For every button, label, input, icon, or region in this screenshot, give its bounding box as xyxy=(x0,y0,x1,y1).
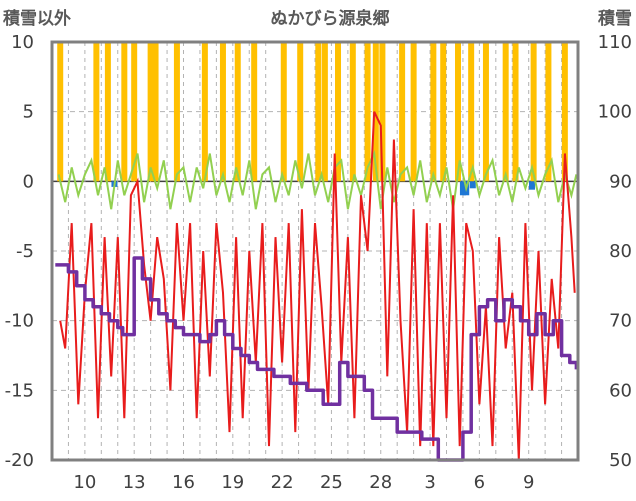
sunshine-bar xyxy=(315,42,322,182)
x-tick-label: 28 xyxy=(369,472,392,493)
sunshine-bar xyxy=(502,42,509,182)
sunshine-bar xyxy=(152,42,159,182)
sunshine-bar xyxy=(430,42,437,182)
sunshine-bar xyxy=(349,42,356,182)
sunshine-bar xyxy=(251,42,258,182)
sunshine-bar xyxy=(482,42,489,182)
x-tick-label: 19 xyxy=(221,472,244,493)
sunshine-bar xyxy=(93,42,100,182)
sunshine-bar xyxy=(372,42,379,182)
left-tick-label: 10 xyxy=(11,32,34,53)
left-tick-label: 5 xyxy=(23,102,34,123)
x-tick-label: 22 xyxy=(271,472,294,493)
sunshine-bar xyxy=(147,42,154,182)
title-group: 積雪以外 ぬかびら源泉郷 積雪 xyxy=(3,8,632,29)
chart-title: ぬかびら源泉郷 xyxy=(271,8,390,29)
right-tick-label: 90 xyxy=(609,171,632,192)
precip-bar xyxy=(469,181,476,189)
plot-frame xyxy=(50,40,580,462)
sunshine-bar xyxy=(455,42,462,182)
sunshine-bar xyxy=(545,42,552,182)
sunshine-bar xyxy=(440,42,447,182)
temp-change-line xyxy=(57,149,578,210)
sunshine-bar xyxy=(234,42,241,182)
left-tick-label: -15 xyxy=(5,380,34,401)
left-axis-title: 積雪以外 xyxy=(3,8,71,29)
right-tick-label: 50 xyxy=(609,450,632,471)
sunshine-bar xyxy=(219,42,226,182)
sunshine-bar xyxy=(280,42,287,182)
plot-area xyxy=(55,42,579,462)
x-tick-label: 9 xyxy=(523,472,534,493)
precip-bar xyxy=(459,181,466,196)
sunshine-bar xyxy=(57,42,64,182)
x-tick-label: 16 xyxy=(172,472,195,493)
sunshine-bar xyxy=(173,42,180,182)
right-tick-label: 70 xyxy=(609,311,632,332)
precip-bar xyxy=(528,181,535,190)
sunshine-bar xyxy=(364,42,371,182)
right-tick-label: 110 xyxy=(598,32,632,53)
right-tick-label: 100 xyxy=(598,102,632,123)
right-axis-title: 積雪 xyxy=(598,8,632,29)
sunshine-bar xyxy=(561,42,568,182)
sunshine-bar xyxy=(468,42,475,182)
x-tick-label: 3 xyxy=(424,472,435,493)
snow-depth-line xyxy=(55,256,579,462)
sunshine-bar xyxy=(321,42,328,182)
sunshine-bar xyxy=(410,42,417,182)
sunshine-bar xyxy=(104,42,111,182)
sunshine-bar xyxy=(530,42,537,182)
right-tick-label: 80 xyxy=(609,241,632,262)
sunshine-bar xyxy=(399,42,406,182)
temperature-line xyxy=(59,111,576,461)
sunshine-bar xyxy=(512,42,519,182)
x-tick-label: 10 xyxy=(73,472,96,493)
left-tick-label: -5 xyxy=(16,241,34,262)
left-tick-label: 0 xyxy=(23,171,34,192)
sunshine-bar xyxy=(379,42,386,182)
right-tick-label: 60 xyxy=(609,380,632,401)
sunshine-bar xyxy=(131,42,138,182)
left-tick-label: -10 xyxy=(5,311,34,332)
left-tick-label: -20 xyxy=(5,450,34,471)
x-tick-label: 6 xyxy=(474,472,485,493)
sunshine-bar xyxy=(201,42,208,182)
x-tick-label: 13 xyxy=(123,472,146,493)
sunshine-bar xyxy=(297,42,304,182)
x-tick-label: 25 xyxy=(320,472,343,493)
sunshine-bar xyxy=(121,42,128,182)
sunshine-bar xyxy=(335,42,342,182)
